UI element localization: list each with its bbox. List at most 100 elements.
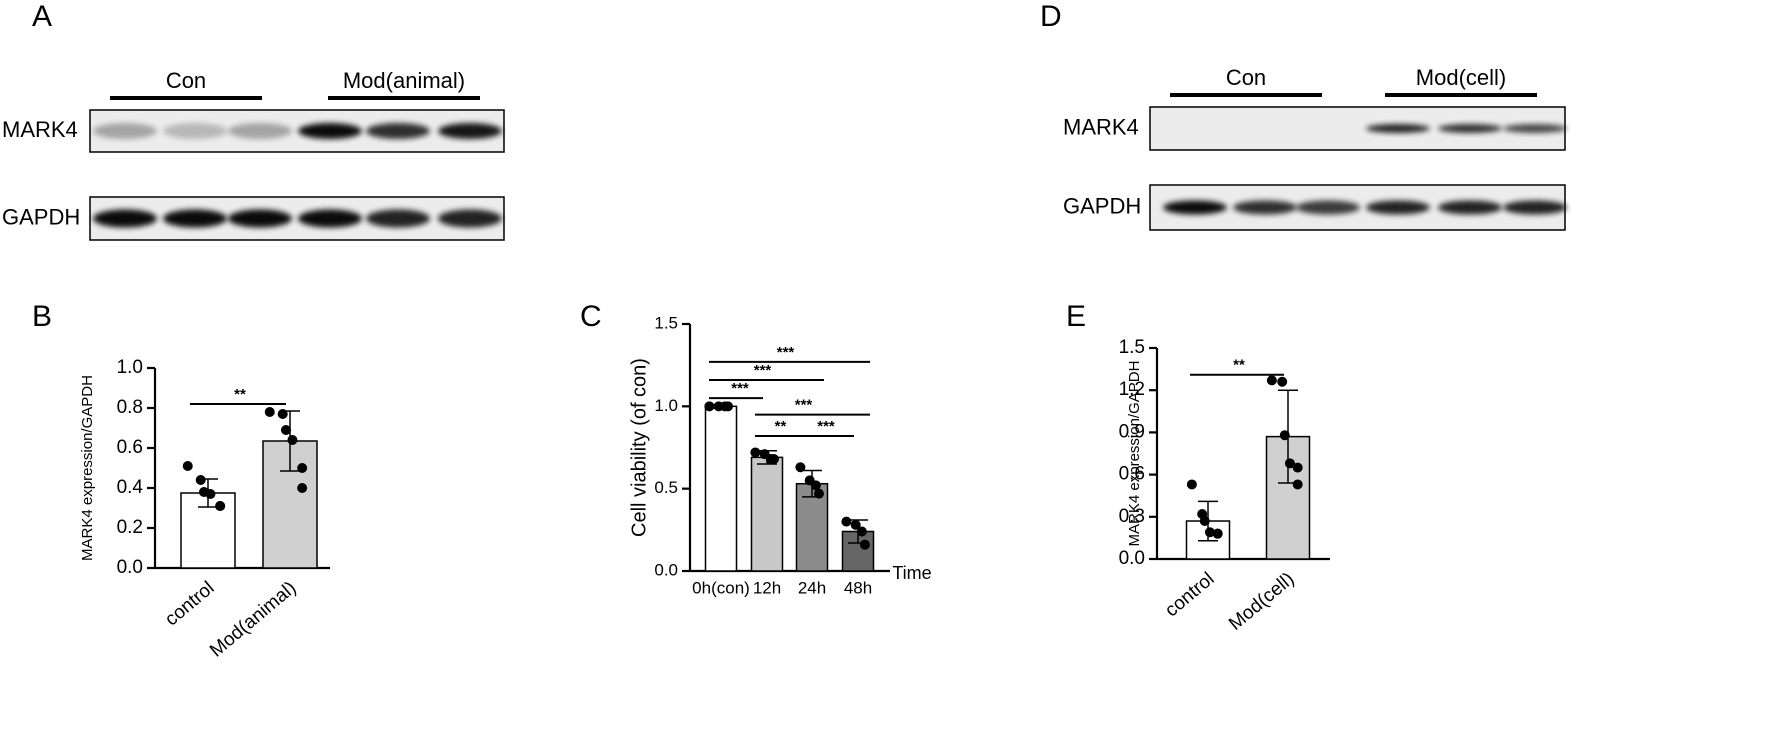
y-tick-label: 1.0 (654, 396, 678, 415)
band (93, 209, 157, 228)
data-point (1199, 516, 1210, 527)
data-point (277, 409, 288, 419)
row-label: MARK4 (2, 117, 78, 142)
data-point (1204, 527, 1215, 538)
y-tick-label: 1.5 (1119, 337, 1145, 358)
band (438, 123, 502, 139)
panel-label: B (32, 300, 52, 333)
row-label: GAPDH (1063, 193, 1141, 218)
band (298, 209, 362, 228)
significance-label: ** (1233, 357, 1245, 374)
data-point (841, 516, 852, 527)
x-tick-label: control (1161, 569, 1218, 622)
significance-label: ** (234, 386, 246, 403)
data-point (1266, 375, 1277, 386)
y-axis-label: MARK4 expression/GAPDH (1126, 361, 1143, 547)
band (1503, 200, 1567, 215)
data-point (1292, 462, 1303, 473)
row-label: GAPDH (2, 204, 80, 229)
x-axis-label: Time (892, 563, 931, 583)
panel-label: C (580, 300, 602, 333)
data-point (859, 539, 870, 550)
band (163, 123, 227, 139)
band (438, 209, 502, 228)
data-point (205, 489, 216, 499)
y-axis-label: Cell viability (of con) (628, 358, 650, 537)
y-tick-label: 0.3 (1119, 506, 1145, 527)
significance-label: *** (731, 380, 749, 397)
x-tick-label: Mod(animal) (206, 578, 300, 662)
y-tick-label: 0.2 (117, 517, 143, 538)
significance-label: ** (775, 418, 787, 435)
data-point (264, 407, 275, 417)
data-point (856, 526, 867, 537)
data-point (750, 447, 761, 458)
significance-label: *** (795, 397, 813, 414)
x-tick-label: 0h(con) (692, 578, 750, 597)
band (228, 123, 292, 139)
y-tick-label: 0.0 (1119, 548, 1145, 569)
panel-label: E (1066, 300, 1086, 333)
group-label: Con (166, 68, 206, 93)
band (163, 209, 227, 228)
data-point (287, 435, 298, 445)
y-tick-label: 0.8 (117, 397, 143, 418)
y-tick-label: 0.4 (117, 477, 144, 498)
data-point (1279, 430, 1290, 441)
panel-label: D (1040, 0, 1062, 33)
bar (750, 456, 784, 572)
data-point (215, 501, 226, 511)
band (366, 209, 430, 228)
data-point (1186, 479, 1197, 490)
row-label: MARK4 (1063, 114, 1139, 139)
data-point (813, 488, 824, 499)
data-point (195, 475, 206, 485)
significance-label: *** (754, 362, 772, 379)
x-tick-label: Mod(cell) (1225, 569, 1298, 635)
band (1366, 124, 1430, 133)
y-tick-label: 1.0 (117, 357, 143, 378)
band (93, 123, 157, 139)
bar (795, 482, 829, 572)
group-label: Mod(cell) (1416, 65, 1506, 90)
panel-label: A (32, 0, 52, 33)
data-point (810, 480, 821, 491)
data-point (297, 483, 308, 493)
data-point (850, 519, 861, 530)
y-tick-label: 0.6 (117, 437, 143, 458)
blot-strip (89, 196, 505, 241)
x-tick-label: 12h (753, 578, 781, 597)
band (298, 123, 362, 139)
group-label: Mod(animal) (343, 68, 465, 93)
significance-label: *** (777, 344, 795, 361)
data-point (704, 401, 715, 412)
band (1438, 200, 1502, 215)
y-tick-label: 1.2 (1119, 379, 1145, 400)
data-point (795, 462, 806, 473)
data-point (1277, 376, 1288, 387)
data-point (182, 461, 193, 471)
significance-label: *** (817, 418, 835, 435)
x-tick-label: 48h (844, 578, 872, 597)
group-label: Con (1226, 65, 1266, 90)
y-tick-label: 1.5 (654, 313, 678, 332)
blot-strip (1149, 106, 1566, 151)
band (228, 209, 292, 228)
band (1233, 200, 1297, 215)
y-tick-label: 0.9 (1119, 421, 1145, 442)
band (1296, 200, 1360, 215)
band (1438, 124, 1502, 133)
data-point (1292, 479, 1303, 490)
y-tick-label: 0.0 (117, 557, 143, 578)
bar (704, 405, 738, 572)
band (1503, 124, 1567, 133)
band (1163, 200, 1227, 215)
band (366, 123, 430, 139)
y-tick-label: 0.5 (654, 478, 678, 497)
band (1366, 200, 1430, 215)
y-axis-label: MARK4 expression/GAPDH (79, 375, 96, 561)
x-tick-label: 24h (798, 578, 826, 597)
data-point (297, 463, 308, 473)
y-tick-label: 0.6 (1119, 464, 1145, 485)
